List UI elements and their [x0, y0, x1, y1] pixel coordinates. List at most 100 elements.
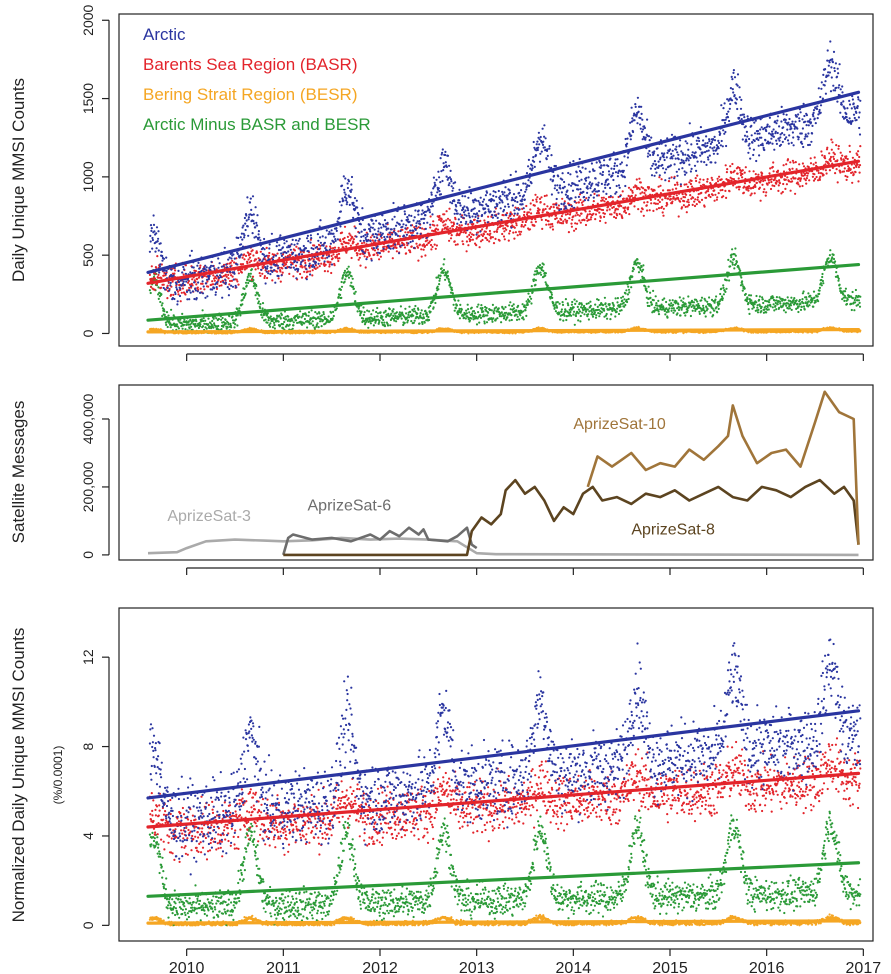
point-minus: [667, 310, 670, 313]
point-minus: [680, 308, 683, 311]
point-basr: [328, 265, 331, 268]
point-minus: [788, 307, 792, 310]
point-basr: [180, 291, 183, 294]
point-minus: [510, 318, 513, 322]
point-basr: [429, 226, 432, 229]
point-basr: [395, 250, 398, 253]
point-minus: [774, 304, 777, 307]
point-minus: [205, 327, 208, 330]
point-basr: [435, 244, 438, 247]
point-basr: [482, 233, 486, 236]
point-basr: [153, 288, 156, 291]
point-minus: [745, 300, 749, 303]
point-basr: [364, 266, 367, 269]
point-basr: [191, 278, 194, 281]
point-minus: [649, 296, 652, 299]
point-minus: [597, 298, 600, 302]
point-minus: [416, 312, 419, 315]
point-minus: [508, 304, 511, 307]
point-minus: [317, 326, 320, 329]
point-minus: [247, 281, 250, 285]
point-basr: [539, 201, 542, 204]
point-minus: [241, 303, 244, 306]
point-minus: [854, 296, 857, 300]
point-minus: [241, 298, 244, 301]
point-minus: [560, 310, 563, 313]
point-basr: [150, 265, 153, 268]
point-minus: [744, 292, 747, 296]
point-minus: [524, 306, 528, 309]
point-basr: [467, 244, 470, 247]
point-minus: [775, 296, 779, 299]
point-minus: [538, 264, 542, 267]
point-minus: [682, 297, 685, 300]
point-minus: [605, 312, 608, 316]
point-minus: [451, 292, 454, 295]
point-minus: [665, 300, 668, 304]
point-minus: [750, 299, 753, 302]
point-minus: [574, 302, 577, 305]
point-minus: [650, 301, 653, 304]
point-basr: [561, 222, 565, 225]
point-minus: [668, 299, 671, 302]
point-basr: [257, 267, 260, 270]
point-minus: [853, 298, 856, 302]
point-basr: [212, 274, 215, 277]
point-basr: [251, 249, 254, 252]
point-minus: [807, 292, 810, 295]
point-basr: [477, 231, 480, 234]
point-minus: [516, 315, 519, 318]
point-basr: [461, 240, 464, 243]
point-minus: [610, 313, 613, 316]
point-basr: [545, 194, 548, 197]
point-basr: [486, 233, 489, 236]
point-minus: [668, 307, 671, 310]
point-minus: [491, 303, 494, 306]
point-minus: [267, 319, 270, 322]
point-basr: [259, 274, 262, 277]
point-minus: [477, 303, 480, 306]
point-basr: [450, 221, 453, 224]
point-minus: [148, 289, 151, 292]
point-basr: [425, 243, 428, 246]
point-basr: [449, 237, 453, 240]
point-minus: [279, 317, 282, 320]
point-minus: [221, 316, 224, 320]
point-minus: [611, 309, 614, 312]
point-minus: [550, 293, 554, 296]
point-minus: [244, 292, 247, 295]
point-minus: [483, 320, 486, 323]
point-basr: [313, 244, 316, 247]
point-minus: [261, 307, 264, 310]
point-minus: [183, 318, 186, 321]
point-minus: [412, 314, 415, 317]
point-minus: [277, 320, 280, 323]
point-minus: [620, 309, 623, 312]
point-minus: [854, 288, 858, 292]
point-minus: [261, 316, 264, 319]
point-basr: [199, 287, 202, 290]
point-minus: [528, 300, 531, 303]
point-minus: [528, 295, 532, 298]
point-minus: [204, 319, 207, 322]
point-basr: [369, 236, 372, 239]
point-basr: [575, 211, 578, 214]
point-minus: [530, 285, 533, 288]
point-basr: [534, 220, 538, 223]
point-basr: [268, 251, 271, 255]
point-minus: [636, 258, 639, 261]
point-minus: [341, 276, 344, 279]
point-minus: [741, 289, 744, 292]
point-minus: [467, 308, 470, 311]
point-minus: [752, 306, 756, 309]
point-minus: [521, 303, 524, 306]
point-basr: [254, 268, 257, 271]
point-minus: [322, 313, 325, 316]
point-minus: [459, 303, 462, 306]
point-basr: [211, 280, 214, 283]
point-minus: [492, 317, 495, 320]
point-basr: [337, 252, 341, 255]
point-basr: [523, 210, 526, 214]
point-minus: [320, 325, 323, 328]
